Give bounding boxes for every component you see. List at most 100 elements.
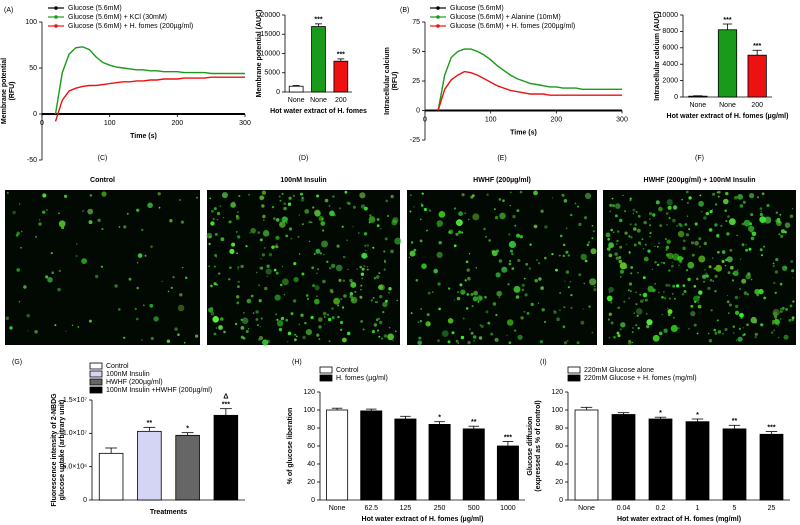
cell	[82, 210, 85, 212]
cell	[525, 262, 529, 266]
cell	[658, 331, 663, 336]
cell	[613, 336, 616, 339]
cell	[690, 241, 695, 245]
cell	[617, 230, 620, 233]
cell	[465, 260, 469, 264]
y-axis-label: Membrane potential (AUC)	[256, 10, 263, 98]
cell	[748, 247, 752, 251]
cell	[466, 268, 470, 272]
cell	[656, 245, 659, 248]
cell	[237, 280, 240, 283]
cell	[614, 214, 618, 218]
cell	[544, 256, 547, 260]
cell	[229, 266, 232, 270]
cell	[610, 301, 613, 304]
cell	[778, 233, 781, 236]
cell	[654, 282, 657, 285]
legend-label: Glucose (5.6mM)	[68, 5, 122, 12]
cell	[759, 212, 764, 217]
cell	[551, 253, 554, 256]
cell	[391, 196, 393, 198]
cell	[628, 235, 631, 238]
cell	[676, 225, 678, 227]
cell	[696, 277, 699, 281]
cell	[179, 199, 181, 201]
cell	[745, 248, 748, 252]
cell	[409, 250, 416, 257]
cell	[210, 221, 215, 226]
cell	[665, 245, 670, 250]
cell	[237, 266, 240, 269]
cell	[788, 318, 792, 322]
cell	[611, 197, 614, 200]
cell	[278, 327, 283, 332]
cell	[777, 336, 780, 339]
cell	[47, 277, 53, 283]
cell	[214, 283, 217, 286]
cell	[308, 220, 312, 224]
cell	[725, 191, 729, 196]
cell	[697, 304, 702, 309]
cell	[774, 319, 780, 325]
cell	[27, 330, 29, 332]
cell	[436, 251, 443, 258]
cell	[323, 254, 325, 256]
cell	[283, 293, 286, 296]
cell	[265, 268, 272, 275]
cell	[716, 234, 719, 238]
cell	[661, 296, 664, 299]
cell	[359, 192, 366, 199]
cell	[287, 331, 292, 336]
y-tick-label: 60	[307, 443, 315, 450]
y-tick-label: 60	[555, 443, 563, 450]
cell	[410, 312, 413, 315]
cell	[161, 280, 163, 282]
cell	[741, 278, 747, 284]
cell	[222, 217, 225, 219]
cell	[297, 235, 300, 238]
cell	[338, 278, 342, 282]
cell	[183, 341, 186, 344]
cell	[583, 216, 588, 220]
cell	[724, 264, 727, 267]
y-tick-label: 5000	[264, 70, 280, 77]
cell	[216, 211, 221, 216]
cell	[498, 198, 502, 201]
cell	[279, 221, 286, 228]
cell	[729, 218, 736, 226]
cell	[570, 294, 573, 297]
cell	[213, 332, 217, 336]
cell	[419, 239, 423, 243]
cell	[511, 252, 514, 256]
cell	[213, 207, 217, 211]
cell	[746, 323, 749, 327]
cell	[216, 219, 219, 221]
cell	[607, 238, 610, 241]
cell	[681, 293, 685, 296]
cell	[349, 294, 353, 299]
cell	[137, 253, 143, 258]
cell	[448, 229, 454, 235]
y-tick-label: 20000	[261, 12, 281, 19]
cell	[644, 243, 647, 246]
cell	[177, 304, 185, 312]
cell	[705, 272, 708, 276]
cell	[263, 219, 265, 221]
cell	[616, 239, 619, 243]
bar	[685, 421, 710, 501]
cell	[741, 222, 745, 226]
cell	[258, 299, 262, 303]
cell	[300, 313, 304, 317]
cell	[760, 323, 764, 327]
cell	[260, 266, 264, 270]
y-tick-label: 0	[276, 89, 280, 96]
cell	[665, 283, 669, 287]
cell	[16, 268, 21, 272]
cell	[238, 194, 241, 198]
legend-label: 220mM Glucose + H. fomes (mg/ml)	[584, 375, 697, 382]
legend-swatch	[89, 378, 103, 386]
cell	[574, 202, 577, 205]
bar	[722, 428, 747, 501]
cell	[383, 334, 388, 338]
cell	[419, 320, 423, 323]
